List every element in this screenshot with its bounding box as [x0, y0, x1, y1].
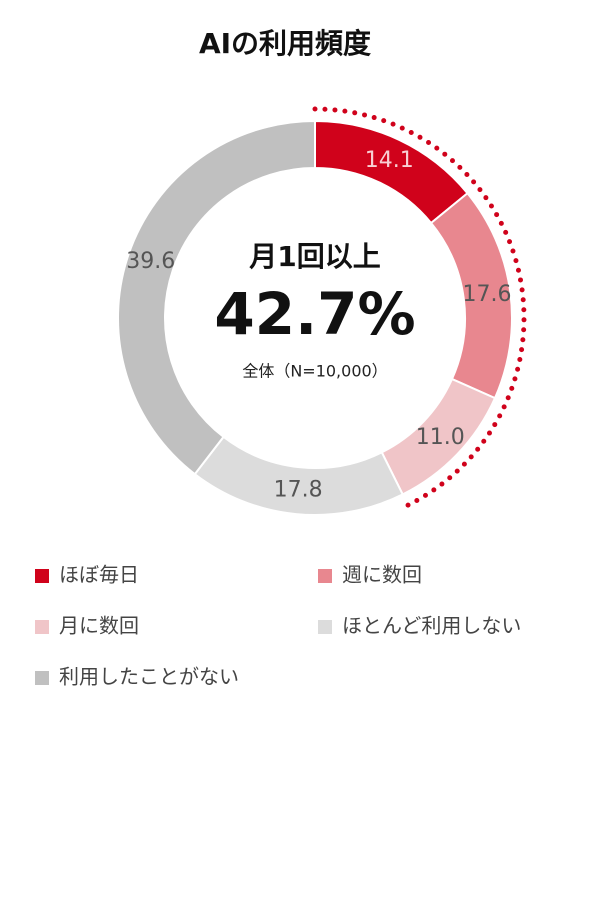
legend-swatch	[35, 671, 49, 685]
center-note: 全体（N=10,000）	[242, 362, 387, 381]
legend-label: 利用したことがない	[59, 665, 239, 689]
center-heading: 月1回以上	[248, 240, 380, 273]
legend-swatch	[35, 569, 49, 583]
chart-title: AIの利用頻度	[199, 27, 371, 60]
legend-label: 月に数回	[59, 614, 139, 638]
highlight-arc	[312, 106, 527, 508]
value-label: 11.0	[416, 425, 465, 450]
value-label: 14.1	[365, 148, 414, 173]
donut-segment	[117, 119, 316, 476]
value-label: 17.6	[462, 282, 511, 307]
legend-swatch	[318, 620, 332, 634]
value-label: 17.8	[274, 478, 323, 503]
legend-swatch	[318, 569, 332, 583]
legend-swatch	[35, 620, 49, 634]
legend-label: ほとんど利用しない	[342, 614, 521, 638]
center-value: 42.7%	[214, 280, 415, 348]
legend-label: ほぼ毎日	[59, 563, 139, 587]
value-label: 39.6	[126, 249, 175, 274]
legend-label: 週に数回	[342, 563, 422, 587]
